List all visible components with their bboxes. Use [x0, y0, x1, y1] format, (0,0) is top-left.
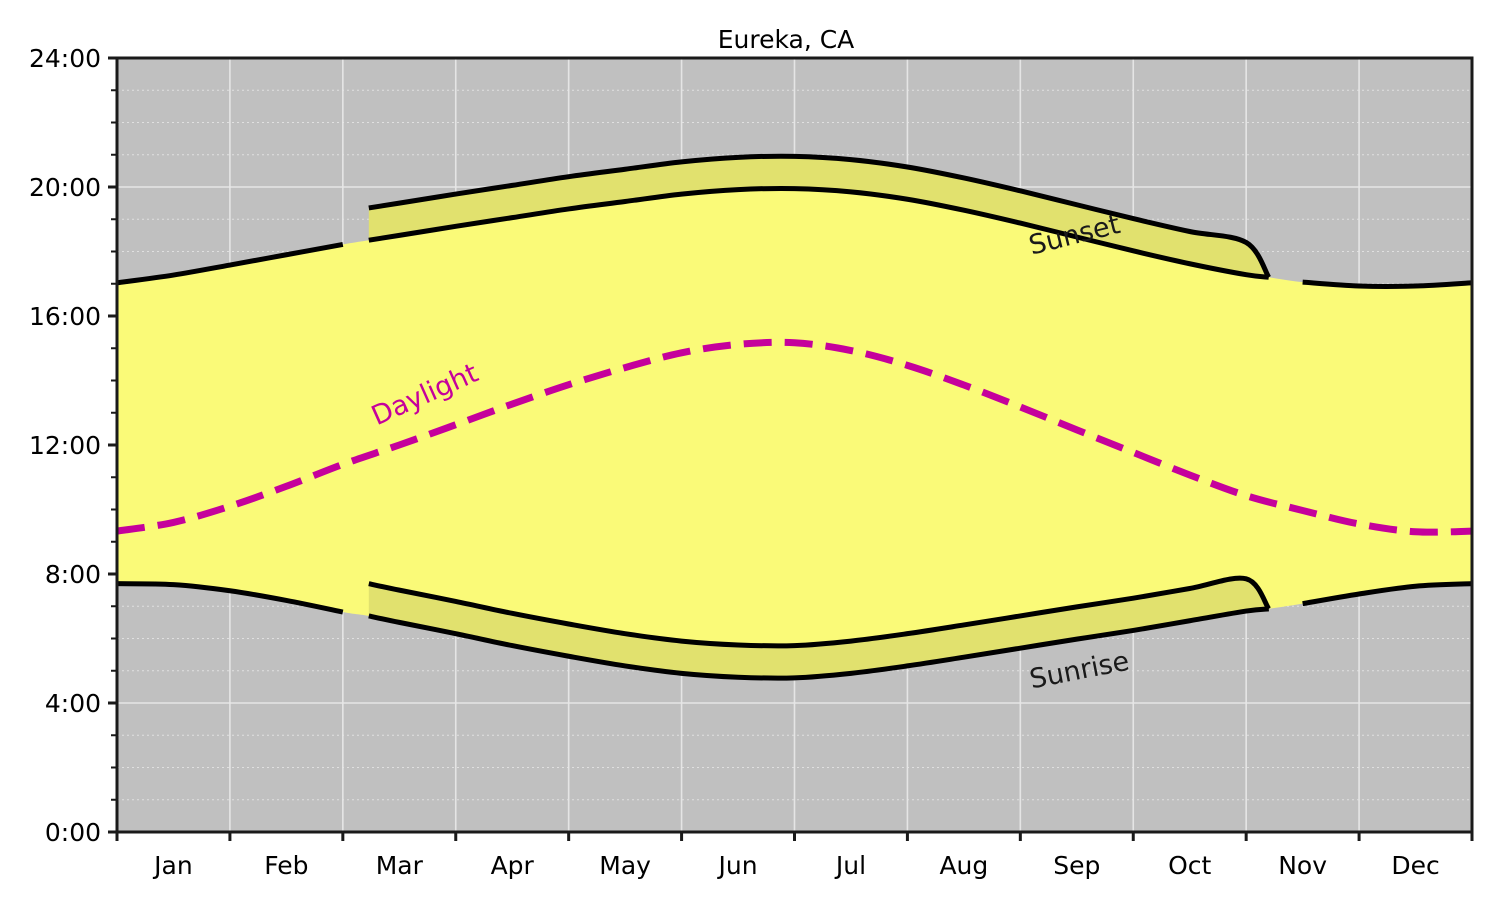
chart-title: Eureka, CA [718, 25, 855, 54]
x-axis-month-label: Aug [939, 851, 988, 880]
x-axis-month-label: Jun [717, 851, 758, 880]
sunrise-curve-dst [368, 575, 1271, 649]
x-axis-month-label: Mar [376, 851, 424, 880]
y-axis-tick-label: 16:00 [29, 302, 101, 331]
y-axis-tick-label: 24:00 [29, 44, 101, 73]
x-axis-month-label: Nov [1278, 851, 1327, 880]
x-axis-labels: Jan Feb Mar Apr May Jun Jul Aug Sep Oct Nov Dec [152, 851, 1440, 880]
x-axis-month-label: May [599, 851, 651, 880]
y-axis-labels: 0:00 4:00 8:00 12:00 16:00 20:00 24:00 [29, 44, 101, 847]
y-axis-tick-label: 4:00 [45, 689, 101, 718]
y-axis-tick-label: 20:00 [29, 173, 101, 202]
x-axis-month-label: Sep [1053, 851, 1100, 880]
y-axis-tick-label: 0:00 [45, 818, 101, 847]
sunset-curve [116, 241, 344, 286]
x-axis-month-label: Oct [1168, 851, 1211, 880]
data-areas [117, 156, 1472, 679]
sunset-curve [1302, 279, 1473, 289]
sunset-curve-standard [368, 185, 1270, 280]
y-axis-tick-label: 8:00 [45, 560, 101, 589]
dst-band-sunrise [368, 578, 1269, 679]
data-curves [116, 153, 1473, 681]
sunrise-curve [1302, 581, 1473, 607]
daylight-curve [116, 338, 1473, 536]
sunrise-curve [116, 581, 344, 615]
sunset-curve-dst [368, 153, 1271, 279]
axis-ticks [108, 56, 1474, 841]
x-axis-month-label: Feb [264, 851, 308, 880]
x-axis-month-label: Apr [491, 851, 535, 880]
x-axis-month-label: Jan [152, 851, 193, 880]
sunrise-curve-standard [368, 606, 1270, 681]
dst-band-sunset [368, 156, 1269, 278]
daylight-dashed-line [116, 338, 1473, 536]
daylight-region [117, 188, 1472, 679]
x-axis-month-label: Dec [1391, 851, 1439, 880]
y-axis-tick-label: 12:00 [29, 431, 101, 460]
x-axis-month-label: Jul [834, 851, 866, 880]
